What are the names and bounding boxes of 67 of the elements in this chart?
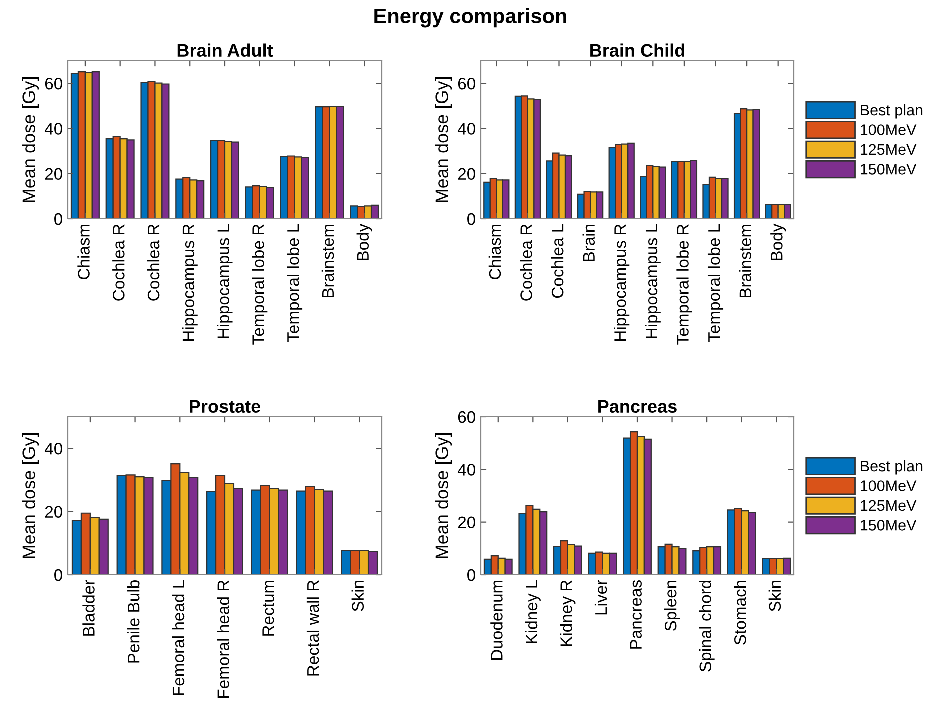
x-tick-label: Kidney R (560, 580, 576, 646)
x-tick-label: Pancreas (630, 580, 642, 649)
y-tick-label: 20 (458, 516, 476, 529)
x-tick-label: Rectum (262, 580, 274, 636)
y-tick-label: 60 (458, 411, 476, 424)
x-tick-label: Skin (352, 580, 364, 612)
x-tick-label: Cochlea L (551, 224, 564, 298)
x-tick-label: Femoral head R (217, 580, 230, 698)
x-tick-label: Temporal lobe L (708, 224, 724, 342)
legend-label: 150MeV (861, 520, 917, 531)
y-tick-label: 40 (458, 464, 476, 476)
y-tick-label: 40 (458, 123, 476, 135)
x-tick-label: Hippocampus R (614, 224, 630, 342)
x-tick-label: Temporal lobe R (252, 224, 268, 345)
y-axis-title: Mean dose [Gy] (22, 78, 40, 202)
x-tick-label: Hippocampus L (217, 224, 233, 338)
y-axis-title: Mean dose [Gy] (22, 434, 40, 558)
chart-title: Brain Child (590, 44, 684, 58)
x-tick-label: Chiasm (78, 224, 90, 280)
y-tick-label: 60 (458, 78, 476, 90)
x-tick-label: Duodenum (490, 580, 503, 660)
text: Energy comparison (374, 8, 566, 28)
x-tick-label: Chiasm (488, 224, 502, 280)
x-tick-label: Penile Bulb (128, 580, 140, 663)
y-tick-label: 20 (45, 168, 62, 180)
x-tick-label: Hippocampus L (645, 224, 661, 338)
x-tick-label: Brain (582, 224, 596, 262)
chart-title: Brain Adult (178, 44, 274, 58)
y-tick-label: 20 (458, 168, 476, 180)
legend-label: 100MeV (861, 480, 917, 492)
x-tick-label: Temporal lobe R (676, 224, 692, 345)
x-tick-label: Cochlea R (520, 224, 532, 301)
x-tick-label: Brainstem (739, 224, 752, 298)
y-axis-title: Mean dose [Gy] (435, 434, 452, 558)
y-tick-label: 0 (54, 569, 62, 582)
y-tick-label: 0 (468, 569, 476, 582)
legend-label: 125MeV (861, 500, 917, 512)
y-tick-label: 0 (468, 213, 476, 226)
x-tick-label: Bladder (82, 580, 95, 636)
legend-label: 150MeV (861, 164, 917, 175)
x-tick-label: Spleen (664, 580, 680, 631)
legend-label: 125MeV (861, 144, 917, 156)
legend-label: Best plan (861, 460, 923, 475)
y-tick-label: 0 (54, 213, 62, 226)
chart-title: Pancreas (598, 400, 677, 414)
x-tick-label: Rectal wall R (306, 580, 320, 676)
y-tick-label: 40 (44, 443, 62, 455)
y-tick-label: 40 (44, 123, 62, 135)
y-tick-label: 60 (45, 78, 62, 90)
x-tick-label: Cochlea R (147, 224, 160, 301)
x-tick-label: Liver (594, 580, 608, 615)
x-tick-label: Spinal chord (699, 580, 715, 672)
x-tick-label: Body (356, 224, 372, 260)
y-tick-label: 20 (45, 506, 62, 518)
x-tick-label: Cochlea R (112, 224, 125, 301)
y-axis-title: Mean dose [Gy] (435, 78, 452, 202)
x-tick-label: Femoral head L (172, 580, 185, 696)
x-tick-label: Brainstem (322, 224, 334, 298)
x-tick-label: Stomach (734, 580, 746, 645)
legend-label: Best plan (861, 104, 923, 119)
x-tick-label: Skin (768, 580, 782, 612)
chart-title: Prostate (190, 400, 261, 414)
legend-label: 100MeV (861, 124, 917, 136)
x-tick-label: Body (770, 224, 786, 260)
x-tick-label: Temporal lobe L (287, 224, 303, 342)
x-tick-label: Kidney L (525, 580, 541, 644)
x-tick-label: Hippocampus R (182, 224, 198, 342)
